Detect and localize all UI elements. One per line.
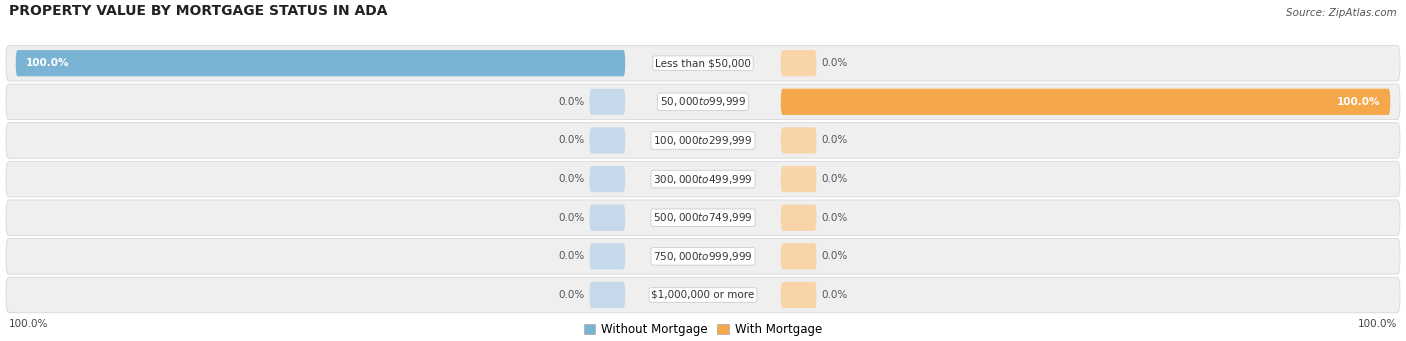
Text: 0.0%: 0.0% bbox=[558, 251, 585, 261]
Text: $50,000 to $99,999: $50,000 to $99,999 bbox=[659, 95, 747, 108]
FancyBboxPatch shape bbox=[589, 243, 626, 269]
FancyBboxPatch shape bbox=[6, 239, 1400, 274]
Text: $750,000 to $999,999: $750,000 to $999,999 bbox=[654, 250, 752, 263]
FancyBboxPatch shape bbox=[780, 50, 817, 76]
Text: $500,000 to $749,999: $500,000 to $749,999 bbox=[654, 211, 752, 224]
Text: 0.0%: 0.0% bbox=[821, 135, 848, 146]
FancyBboxPatch shape bbox=[780, 89, 1391, 115]
FancyBboxPatch shape bbox=[780, 166, 817, 192]
FancyBboxPatch shape bbox=[6, 45, 1400, 81]
Text: 100.0%: 100.0% bbox=[25, 58, 69, 68]
FancyBboxPatch shape bbox=[6, 277, 1400, 313]
Text: 0.0%: 0.0% bbox=[558, 290, 585, 300]
Text: PROPERTY VALUE BY MORTGAGE STATUS IN ADA: PROPERTY VALUE BY MORTGAGE STATUS IN ADA bbox=[10, 4, 388, 18]
Text: 0.0%: 0.0% bbox=[821, 251, 848, 261]
Text: 100.0%: 100.0% bbox=[1357, 319, 1396, 329]
Text: 100.0%: 100.0% bbox=[1337, 97, 1381, 107]
FancyBboxPatch shape bbox=[780, 127, 817, 153]
FancyBboxPatch shape bbox=[6, 123, 1400, 158]
Text: $300,000 to $499,999: $300,000 to $499,999 bbox=[654, 173, 752, 186]
FancyBboxPatch shape bbox=[6, 161, 1400, 197]
Text: 0.0%: 0.0% bbox=[558, 174, 585, 184]
Text: $100,000 to $299,999: $100,000 to $299,999 bbox=[654, 134, 752, 147]
FancyBboxPatch shape bbox=[15, 50, 626, 76]
FancyBboxPatch shape bbox=[780, 243, 817, 269]
Text: 100.0%: 100.0% bbox=[10, 319, 49, 329]
Legend: Without Mortgage, With Mortgage: Without Mortgage, With Mortgage bbox=[579, 318, 827, 341]
Text: 0.0%: 0.0% bbox=[558, 135, 585, 146]
FancyBboxPatch shape bbox=[6, 200, 1400, 236]
Text: 0.0%: 0.0% bbox=[821, 58, 848, 68]
Text: 0.0%: 0.0% bbox=[558, 213, 585, 223]
Text: 0.0%: 0.0% bbox=[821, 290, 848, 300]
Text: 0.0%: 0.0% bbox=[821, 174, 848, 184]
FancyBboxPatch shape bbox=[589, 127, 626, 153]
FancyBboxPatch shape bbox=[780, 205, 817, 231]
Text: Less than $50,000: Less than $50,000 bbox=[655, 58, 751, 68]
Text: 0.0%: 0.0% bbox=[558, 97, 585, 107]
Text: 0.0%: 0.0% bbox=[821, 213, 848, 223]
Text: $1,000,000 or more: $1,000,000 or more bbox=[651, 290, 755, 300]
FancyBboxPatch shape bbox=[780, 282, 817, 308]
Text: Source: ZipAtlas.com: Source: ZipAtlas.com bbox=[1286, 8, 1396, 18]
FancyBboxPatch shape bbox=[589, 205, 626, 231]
FancyBboxPatch shape bbox=[589, 282, 626, 308]
FancyBboxPatch shape bbox=[589, 166, 626, 192]
FancyBboxPatch shape bbox=[6, 84, 1400, 120]
FancyBboxPatch shape bbox=[589, 89, 626, 115]
